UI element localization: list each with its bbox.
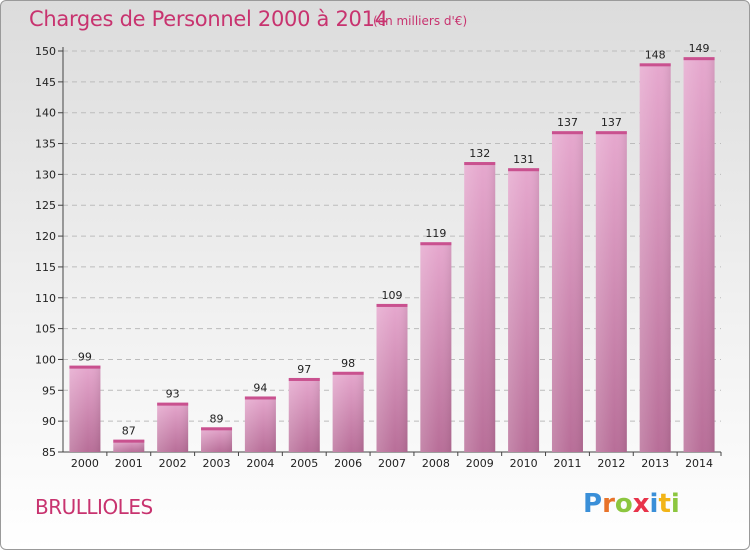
bar	[201, 427, 233, 452]
x-tick-label: 2001	[115, 457, 143, 470]
value-label: 97	[297, 363, 311, 376]
y-tick-label: 100	[35, 353, 56, 366]
bar	[244, 396, 276, 452]
value-label: 89	[210, 412, 224, 425]
x-tick-label: 2002	[159, 457, 187, 470]
bar-shade	[332, 371, 364, 452]
value-label: 119	[425, 227, 446, 240]
value-label: 87	[122, 425, 136, 438]
bar-shade	[288, 377, 320, 452]
y-tick-label: 90	[42, 415, 56, 428]
bar-cap	[420, 242, 452, 246]
bar-cap	[464, 162, 496, 166]
y-tick-label: 95	[42, 384, 56, 397]
y-tick-label: 105	[35, 323, 56, 336]
bar	[551, 131, 583, 452]
x-tick-label: 2006	[334, 457, 362, 470]
value-label: 99	[78, 351, 92, 364]
bar	[288, 377, 320, 452]
value-label: 132	[469, 147, 490, 160]
x-tick-label: 2003	[203, 457, 231, 470]
bar-cap	[551, 131, 583, 135]
bars	[69, 57, 715, 453]
bar-cap	[157, 402, 189, 406]
x-tick-label: 2012	[597, 457, 625, 470]
bar	[464, 162, 496, 453]
bar-shade	[157, 402, 189, 452]
x-tick-label: 2009	[466, 457, 494, 470]
y-tick-label: 125	[35, 199, 56, 212]
bar	[420, 242, 452, 452]
bar-shade	[113, 439, 145, 452]
value-label: 149	[689, 42, 710, 55]
chart-title: Charges de Personnel 2000 à 2014	[29, 7, 388, 31]
value-label: 148	[645, 48, 666, 61]
bar-cap	[332, 371, 364, 375]
bar-cap	[508, 168, 540, 172]
value-label: 93	[166, 388, 180, 401]
commune-name: BRULLIOLES	[35, 495, 153, 519]
bar	[332, 371, 364, 452]
bar-shade	[420, 242, 452, 452]
x-tick-label: 2014	[685, 457, 713, 470]
labels: 99 2000 87 2001 93 2002 89 2003 94 2004 97 2005 98 20…	[71, 42, 713, 470]
x-tick-label: 2010	[510, 457, 538, 470]
y-tick-label: 110	[35, 292, 56, 305]
bar-cap	[639, 63, 671, 67]
y-tick-label: 115	[35, 261, 56, 274]
bar-cap	[595, 131, 627, 135]
bar-cap	[288, 377, 320, 381]
value-label: 137	[601, 116, 622, 129]
bar-shade	[201, 427, 233, 452]
value-label: 109	[382, 289, 403, 302]
value-label: 137	[557, 116, 578, 129]
value-label: 131	[513, 153, 534, 166]
bar	[683, 57, 715, 453]
chart-subtitle: (en milliers d'€)	[373, 14, 468, 28]
y-tick-label: 145	[35, 76, 56, 89]
bar-cap	[201, 427, 233, 431]
y-tick-label: 140	[35, 107, 56, 120]
bar	[595, 131, 627, 452]
x-tick-label: 2011	[553, 457, 581, 470]
bar-cap	[683, 57, 715, 61]
bar-shade	[464, 162, 496, 453]
x-tick-label: 2000	[71, 457, 99, 470]
x-tick-label: 2007	[378, 457, 406, 470]
x-tick-label: 2013	[641, 457, 669, 470]
bar	[376, 303, 408, 452]
bar-shade	[639, 63, 671, 452]
y-tick-label: 85	[42, 446, 56, 459]
bar-cap	[376, 303, 408, 307]
bar	[69, 365, 101, 452]
bar-cap	[113, 439, 145, 443]
bar	[639, 63, 671, 452]
y-tick-label: 135	[35, 138, 56, 151]
bar-shade	[508, 168, 540, 452]
bar-shade	[683, 57, 715, 453]
y-tick-label: 130	[35, 168, 56, 181]
bar	[508, 168, 540, 452]
y-tick-label: 120	[35, 230, 56, 243]
bar-cap	[244, 396, 276, 400]
x-tick-label: 2005	[290, 457, 318, 470]
bar	[113, 439, 145, 452]
bar-cap	[69, 365, 101, 369]
proxiti-logo: Proxiti	[583, 489, 680, 519]
bar-shade	[376, 303, 408, 452]
bar-shade	[551, 131, 583, 452]
bar-shade	[244, 396, 276, 452]
value-label: 98	[341, 357, 355, 370]
bar-shade	[595, 131, 627, 452]
y-tick-label: 150	[35, 45, 56, 58]
value-label: 94	[253, 381, 267, 394]
bar-shade	[69, 365, 101, 452]
x-tick-label: 2004	[246, 457, 274, 470]
bar	[157, 402, 189, 452]
x-tick-label: 2008	[422, 457, 450, 470]
